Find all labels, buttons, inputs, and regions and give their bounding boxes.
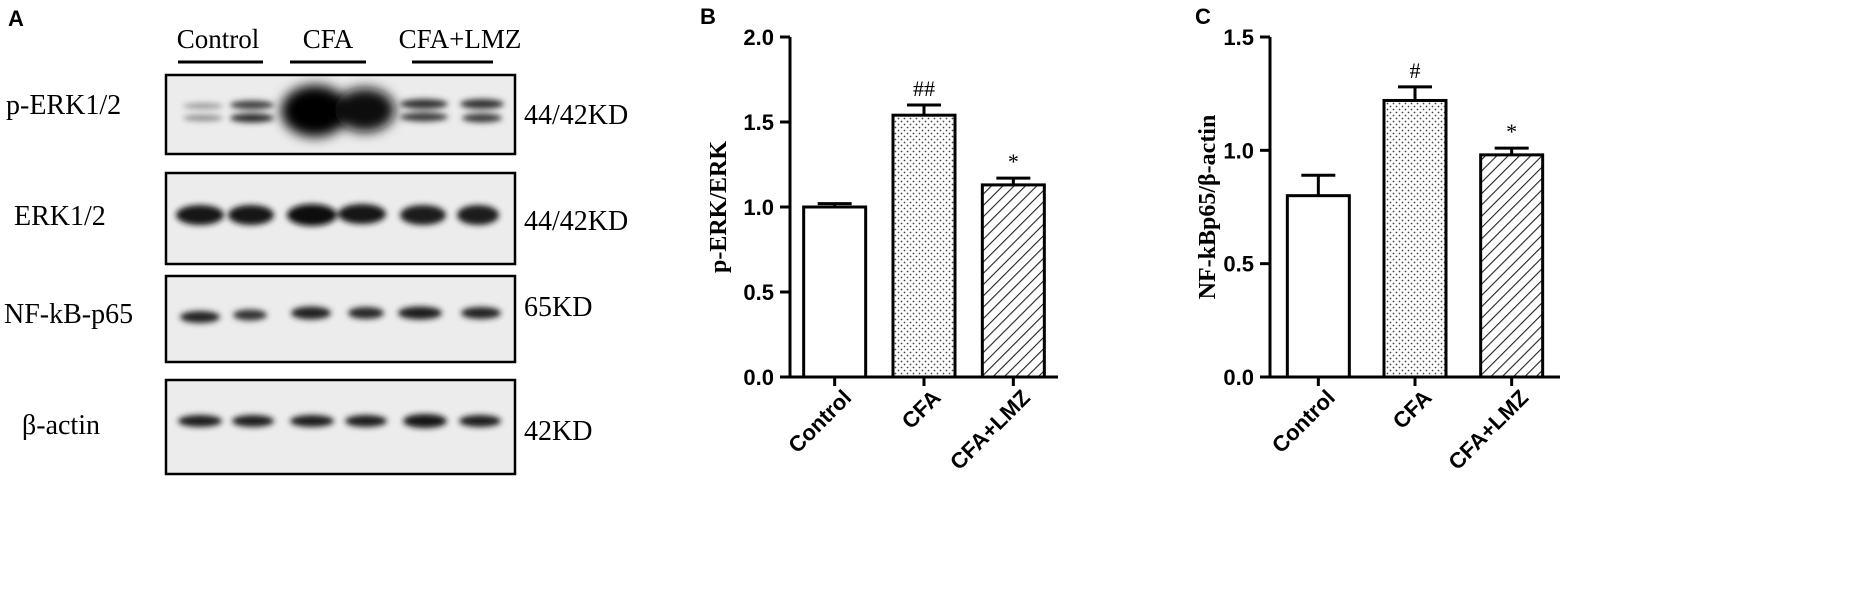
bar-control [1285, 194, 1351, 379]
blot-size-erk: 44/42KD [524, 206, 628, 237]
blot-label-p-erk: p-ERK1/2 [6, 90, 121, 121]
chart-b: 0.0 0.5 1.0 1.5 2.0 Control ## CFA * CFA+LMZ [743, 25, 1058, 475]
chart-c: 0.0 0.5 1.0 1.5 Control # CFA * CFA+LMZ [1223, 25, 1560, 475]
y-tick-label: 0.0 [743, 365, 774, 390]
group-label-cfa-lmz: CFA+LMZ [399, 24, 522, 54]
blot-size-p-erk: 44/42KD [524, 100, 628, 131]
significance-marker: * [1008, 149, 1019, 174]
panel-c-letter: C [1195, 4, 1211, 29]
y-tick-label: 0.5 [1223, 252, 1254, 277]
significance-marker: # [1410, 58, 1421, 83]
bar-cfa-lmz [980, 183, 1046, 379]
y-tick-label: 1.5 [1223, 25, 1254, 50]
panel-a: A Control CFA CFA+LMZ p-ERK1/2 ERK1/2 NF… [4, 6, 628, 476]
y-tick-label: 1.5 [743, 110, 774, 135]
blot-label-actin: β-actin [22, 410, 100, 441]
x-tick-label: CFA+LMZ [1443, 385, 1533, 475]
y-tick-label: 1.0 [743, 195, 774, 220]
blot-actin [164, 378, 517, 476]
group-label-cfa: CFA [303, 24, 354, 54]
y-tick-label: 0.5 [743, 280, 774, 305]
panel-c: C NF-kBp65/β-actin 0.0 0.5 1.0 1.5 Control # C… [1195, 4, 1560, 475]
x-tick-label: CFA [1388, 385, 1437, 434]
panel-b-letter: B [700, 4, 716, 29]
x-tick-label: CFA+LMZ [945, 385, 1035, 475]
blot-label-erk: ERK1/2 [14, 201, 106, 232]
blot-size-nfkb: 65KD [524, 292, 592, 323]
blot-nfkb [164, 274, 517, 364]
blot-size-actin: 42KD [524, 416, 592, 447]
significance-marker: * [1506, 119, 1517, 144]
panel-b: B p-ERK/ERK 0.0 0.5 1.0 1.5 2.0 Control ## CFA *… [700, 4, 1058, 475]
y-tick-label: 2.0 [743, 25, 774, 50]
chart-c-ylabel: NF-kBp65/β-actin [1195, 115, 1221, 300]
x-tick-label: Control [783, 385, 856, 458]
x-tick-label: Control [1267, 385, 1340, 458]
y-tick-label: 1.0 [1223, 138, 1254, 163]
bar-cfa [891, 113, 957, 379]
y-tick-label: 0.0 [1223, 365, 1254, 390]
panel-a-letter: A [8, 6, 24, 31]
bar-control [802, 205, 868, 379]
bar-cfa-lmz [1479, 153, 1545, 379]
blot-erk [164, 171, 517, 266]
x-tick-label: CFA [897, 385, 946, 434]
group-label-control: Control [177, 24, 260, 54]
significance-marker: ## [913, 76, 935, 101]
bar-cfa [1382, 98, 1448, 379]
blot-label-nfkb: NF-kB-p65 [4, 299, 133, 330]
chart-b-ylabel: p-ERK/ERK [706, 141, 732, 273]
blot-p-erk [164, 73, 517, 156]
